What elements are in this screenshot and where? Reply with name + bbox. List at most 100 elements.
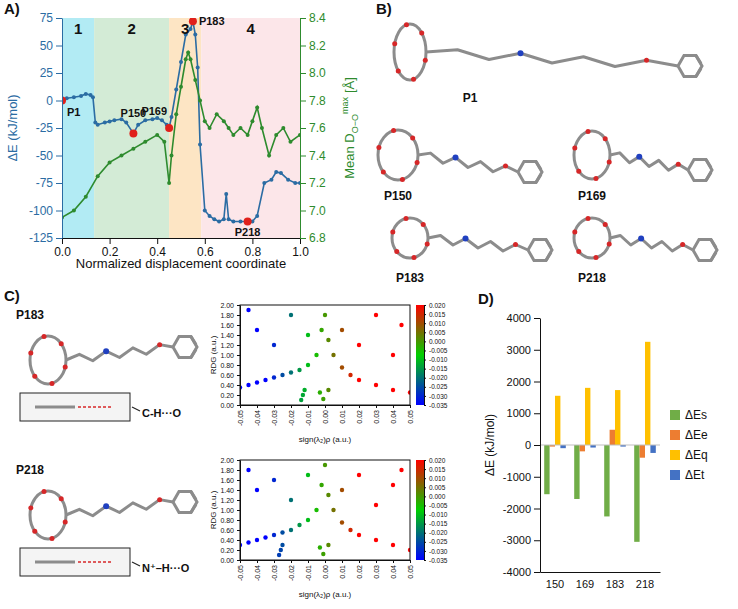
zero-line [540, 445, 660, 446]
bar [610, 430, 615, 445]
point [340, 365, 344, 369]
legend-swatch [670, 470, 680, 480]
tick-label: -25 [36, 121, 54, 135]
point [326, 388, 330, 392]
plot-area [62, 18, 300, 238]
point [399, 323, 403, 327]
tick: 0.40 [220, 382, 240, 389]
plot-frame [240, 460, 410, 560]
oxygen [586, 129, 591, 134]
tick-mark [534, 413, 540, 414]
point [331, 508, 335, 512]
marker [160, 118, 164, 122]
arrow [132, 562, 140, 566]
point [246, 468, 250, 472]
molecule [572, 216, 717, 260]
ring [574, 131, 610, 179]
point [255, 538, 259, 542]
key-point [189, 18, 197, 25]
tick: -0.020 [424, 529, 448, 536]
legend-swatch [670, 430, 680, 440]
tick: 1.0 [292, 238, 309, 259]
tick-mark [237, 500, 240, 501]
tick-label: 0.015 [429, 466, 446, 473]
tick-mark [237, 355, 240, 356]
tick: 1.40 [220, 487, 240, 494]
tick-label: -0.05 [237, 565, 244, 581]
marker [167, 181, 171, 185]
tick-label: -0.025 [429, 383, 448, 390]
point [246, 383, 250, 387]
tick-mark [424, 360, 426, 361]
hbond [78, 406, 112, 408]
point [391, 388, 395, 392]
tick-mark [237, 305, 240, 306]
oxygen [400, 177, 405, 182]
oxygen [676, 162, 681, 167]
tick: -0.01 [305, 560, 312, 581]
methyl [191, 492, 196, 500]
marker [231, 133, 235, 137]
tick-mark [534, 382, 540, 383]
methyl [536, 162, 541, 170]
tick: -0.02 [288, 560, 295, 581]
oxygen [421, 222, 426, 227]
tick-label: 1.60 [220, 322, 234, 329]
point-label: P169 [141, 105, 167, 117]
marker [222, 119, 226, 123]
point [321, 552, 325, 556]
tick: 0.05 [407, 560, 414, 579]
tick-label: -0.03 [271, 410, 278, 426]
marker [96, 123, 100, 127]
region-label: 3 [181, 20, 189, 37]
axis-line [424, 461, 425, 561]
oxygen [607, 160, 612, 165]
point [326, 493, 330, 497]
tick-mark [257, 560, 258, 563]
tick: 0.00 [322, 405, 329, 424]
tick: 0.0 [54, 238, 71, 259]
tick: -0.035 [424, 402, 448, 409]
marker [293, 181, 297, 185]
tick: -50 [36, 149, 62, 163]
marker [84, 92, 88, 96]
point [255, 488, 259, 492]
hbond [78, 561, 112, 563]
tick-label: 7.6 [309, 121, 326, 135]
tick: -4000 [503, 566, 540, 578]
bar [640, 445, 645, 458]
tick-label: 7.4 [309, 149, 326, 163]
tick: -0.020 [424, 374, 448, 381]
tick-mark [534, 445, 540, 446]
marker [217, 220, 221, 224]
point [289, 313, 293, 317]
marker [281, 126, 285, 130]
y-axis: -125-100-75-50-250255075 [29, 11, 63, 245]
tick-mark [410, 560, 411, 563]
tick-mark [110, 238, 111, 244]
tick: -0.04 [254, 405, 261, 426]
axis-line [62, 19, 63, 239]
oxygen [381, 169, 386, 174]
annotation: N⁺–H···O [142, 562, 190, 574]
oxygen [572, 230, 577, 235]
tick-mark [56, 156, 62, 157]
panel-letter: A) [4, 0, 20, 17]
point [272, 533, 276, 537]
point [348, 373, 352, 377]
methyl [546, 252, 551, 260]
point [340, 520, 344, 524]
methyl [696, 68, 701, 76]
tick-mark [424, 478, 426, 479]
point [318, 390, 322, 394]
tick-mark [237, 325, 240, 326]
tick-label: -0.010 [429, 356, 448, 363]
legend-label: ΔEt [685, 468, 705, 482]
marker [186, 50, 190, 54]
region-label: 4 [246, 20, 255, 37]
tick-mark [300, 73, 306, 74]
point [357, 378, 361, 382]
point [272, 375, 276, 379]
legend-label: ΔEq [685, 448, 708, 462]
oxygen [42, 489, 47, 494]
